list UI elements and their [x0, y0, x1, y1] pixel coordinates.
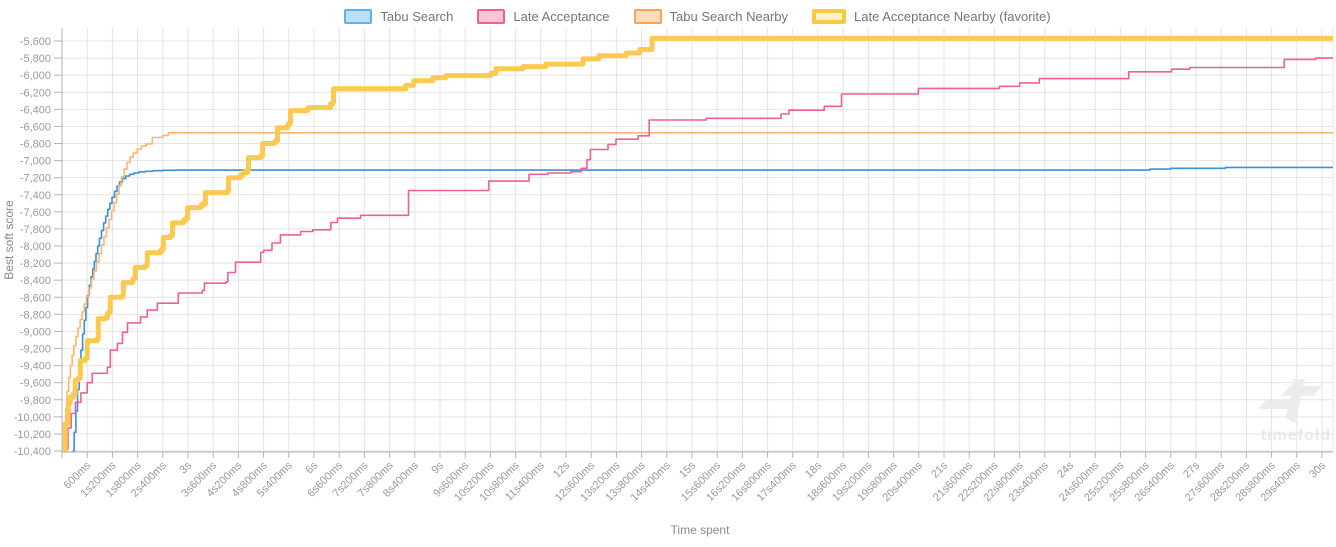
x-tick-label: 6s — [303, 459, 320, 476]
y-tick-label: -10,400 — [14, 446, 51, 458]
series-line-tabu-search — [72, 166, 1333, 452]
legend-item-tabu-search: Tabu Search — [344, 8, 454, 24]
series-line-late-acceptance — [65, 57, 1333, 451]
series-line-late-acceptance-nearby-favorite — [62, 35, 1333, 453]
legend-label: Tabu Search — [380, 8, 454, 24]
x-axis-title: Time spent — [671, 523, 731, 537]
y-tick-label: -8,000 — [20, 241, 51, 253]
legend-label: Late Acceptance — [513, 8, 610, 24]
legend-item-late-acceptance-nearby-favorite: Late Acceptance Nearby (favorite) — [812, 8, 1051, 24]
y-tick-label: -6,200 — [20, 87, 51, 99]
y-tick-label: -6,000 — [20, 70, 51, 82]
legend-swatch — [344, 8, 373, 24]
timefold-logo-mark — [1258, 400, 1298, 409]
y-tick-label: -6,600 — [20, 121, 51, 133]
y-tick-label: -5,600 — [20, 36, 51, 48]
axis-layer: -5,600 -5,800 -6,000 -6,200 -6,400 -6,600 -6,8… — [14, 28, 1333, 504]
legend-label: Late Acceptance Nearby (favorite) — [854, 8, 1051, 24]
legend-item-tabu-search-nearby: Tabu Search Nearby — [633, 8, 789, 24]
x-tick-label: 27s — [1181, 459, 1202, 480]
y-tick-label: -7,200 — [20, 173, 51, 185]
y-tick-label: -6,400 — [20, 104, 51, 116]
grid-layer — [62, 28, 1334, 452]
y-axis-title: Best soft score — [2, 200, 16, 280]
y-tick-label: -5,800 — [20, 53, 51, 65]
x-tick-label: 21s — [929, 459, 950, 480]
y-tick-label: -10,200 — [14, 429, 51, 441]
legend-item-late-acceptance: Late Acceptance — [477, 8, 610, 24]
y-tick-label: -9,200 — [20, 344, 51, 356]
y-tick-label: -10,000 — [14, 412, 51, 424]
legend-swatch — [633, 8, 662, 24]
y-tick-label: -9,400 — [20, 361, 51, 373]
x-tick-label: 18s — [803, 459, 824, 480]
series-line-tabu-search-nearby — [63, 132, 1333, 451]
y-tick-label: -6,800 — [20, 139, 51, 151]
watermark-text: timefold — [1261, 427, 1331, 444]
series-layer — [62, 35, 1333, 453]
y-tick-label: -7,400 — [20, 190, 51, 202]
y-tick-label: -9,800 — [20, 395, 51, 407]
x-tick-label: 12s — [551, 459, 572, 480]
y-tick-label: -8,600 — [20, 292, 51, 304]
x-tick-label: 3s — [177, 459, 194, 476]
y-tick-label: -7,600 — [20, 207, 51, 219]
y-tick-label: -8,800 — [20, 309, 51, 321]
y-tick-label: -7,000 — [20, 156, 51, 168]
chart-legend: Tabu Search Late Acceptance Tabu Search Ne… — [62, 5, 1333, 27]
legend-swatch — [812, 8, 847, 24]
legend-swatch — [477, 8, 506, 24]
y-tick-label: -9,600 — [20, 378, 51, 390]
y-tick-label: -8,400 — [20, 275, 51, 287]
timefold-logo-mark — [1286, 379, 1305, 423]
watermark: timefold — [1258, 379, 1331, 444]
legend-label: Tabu Search Nearby — [669, 8, 789, 24]
y-tick-label: -8,200 — [20, 258, 51, 270]
y-tick-label: -9,000 — [20, 326, 51, 338]
x-tick-label: 15s — [677, 459, 698, 480]
x-tick-label: 24s — [1055, 459, 1076, 480]
x-tick-label: 9s — [429, 459, 446, 476]
x-tick-label: 30s — [1307, 459, 1328, 480]
y-tick-label: -7,800 — [20, 224, 51, 236]
